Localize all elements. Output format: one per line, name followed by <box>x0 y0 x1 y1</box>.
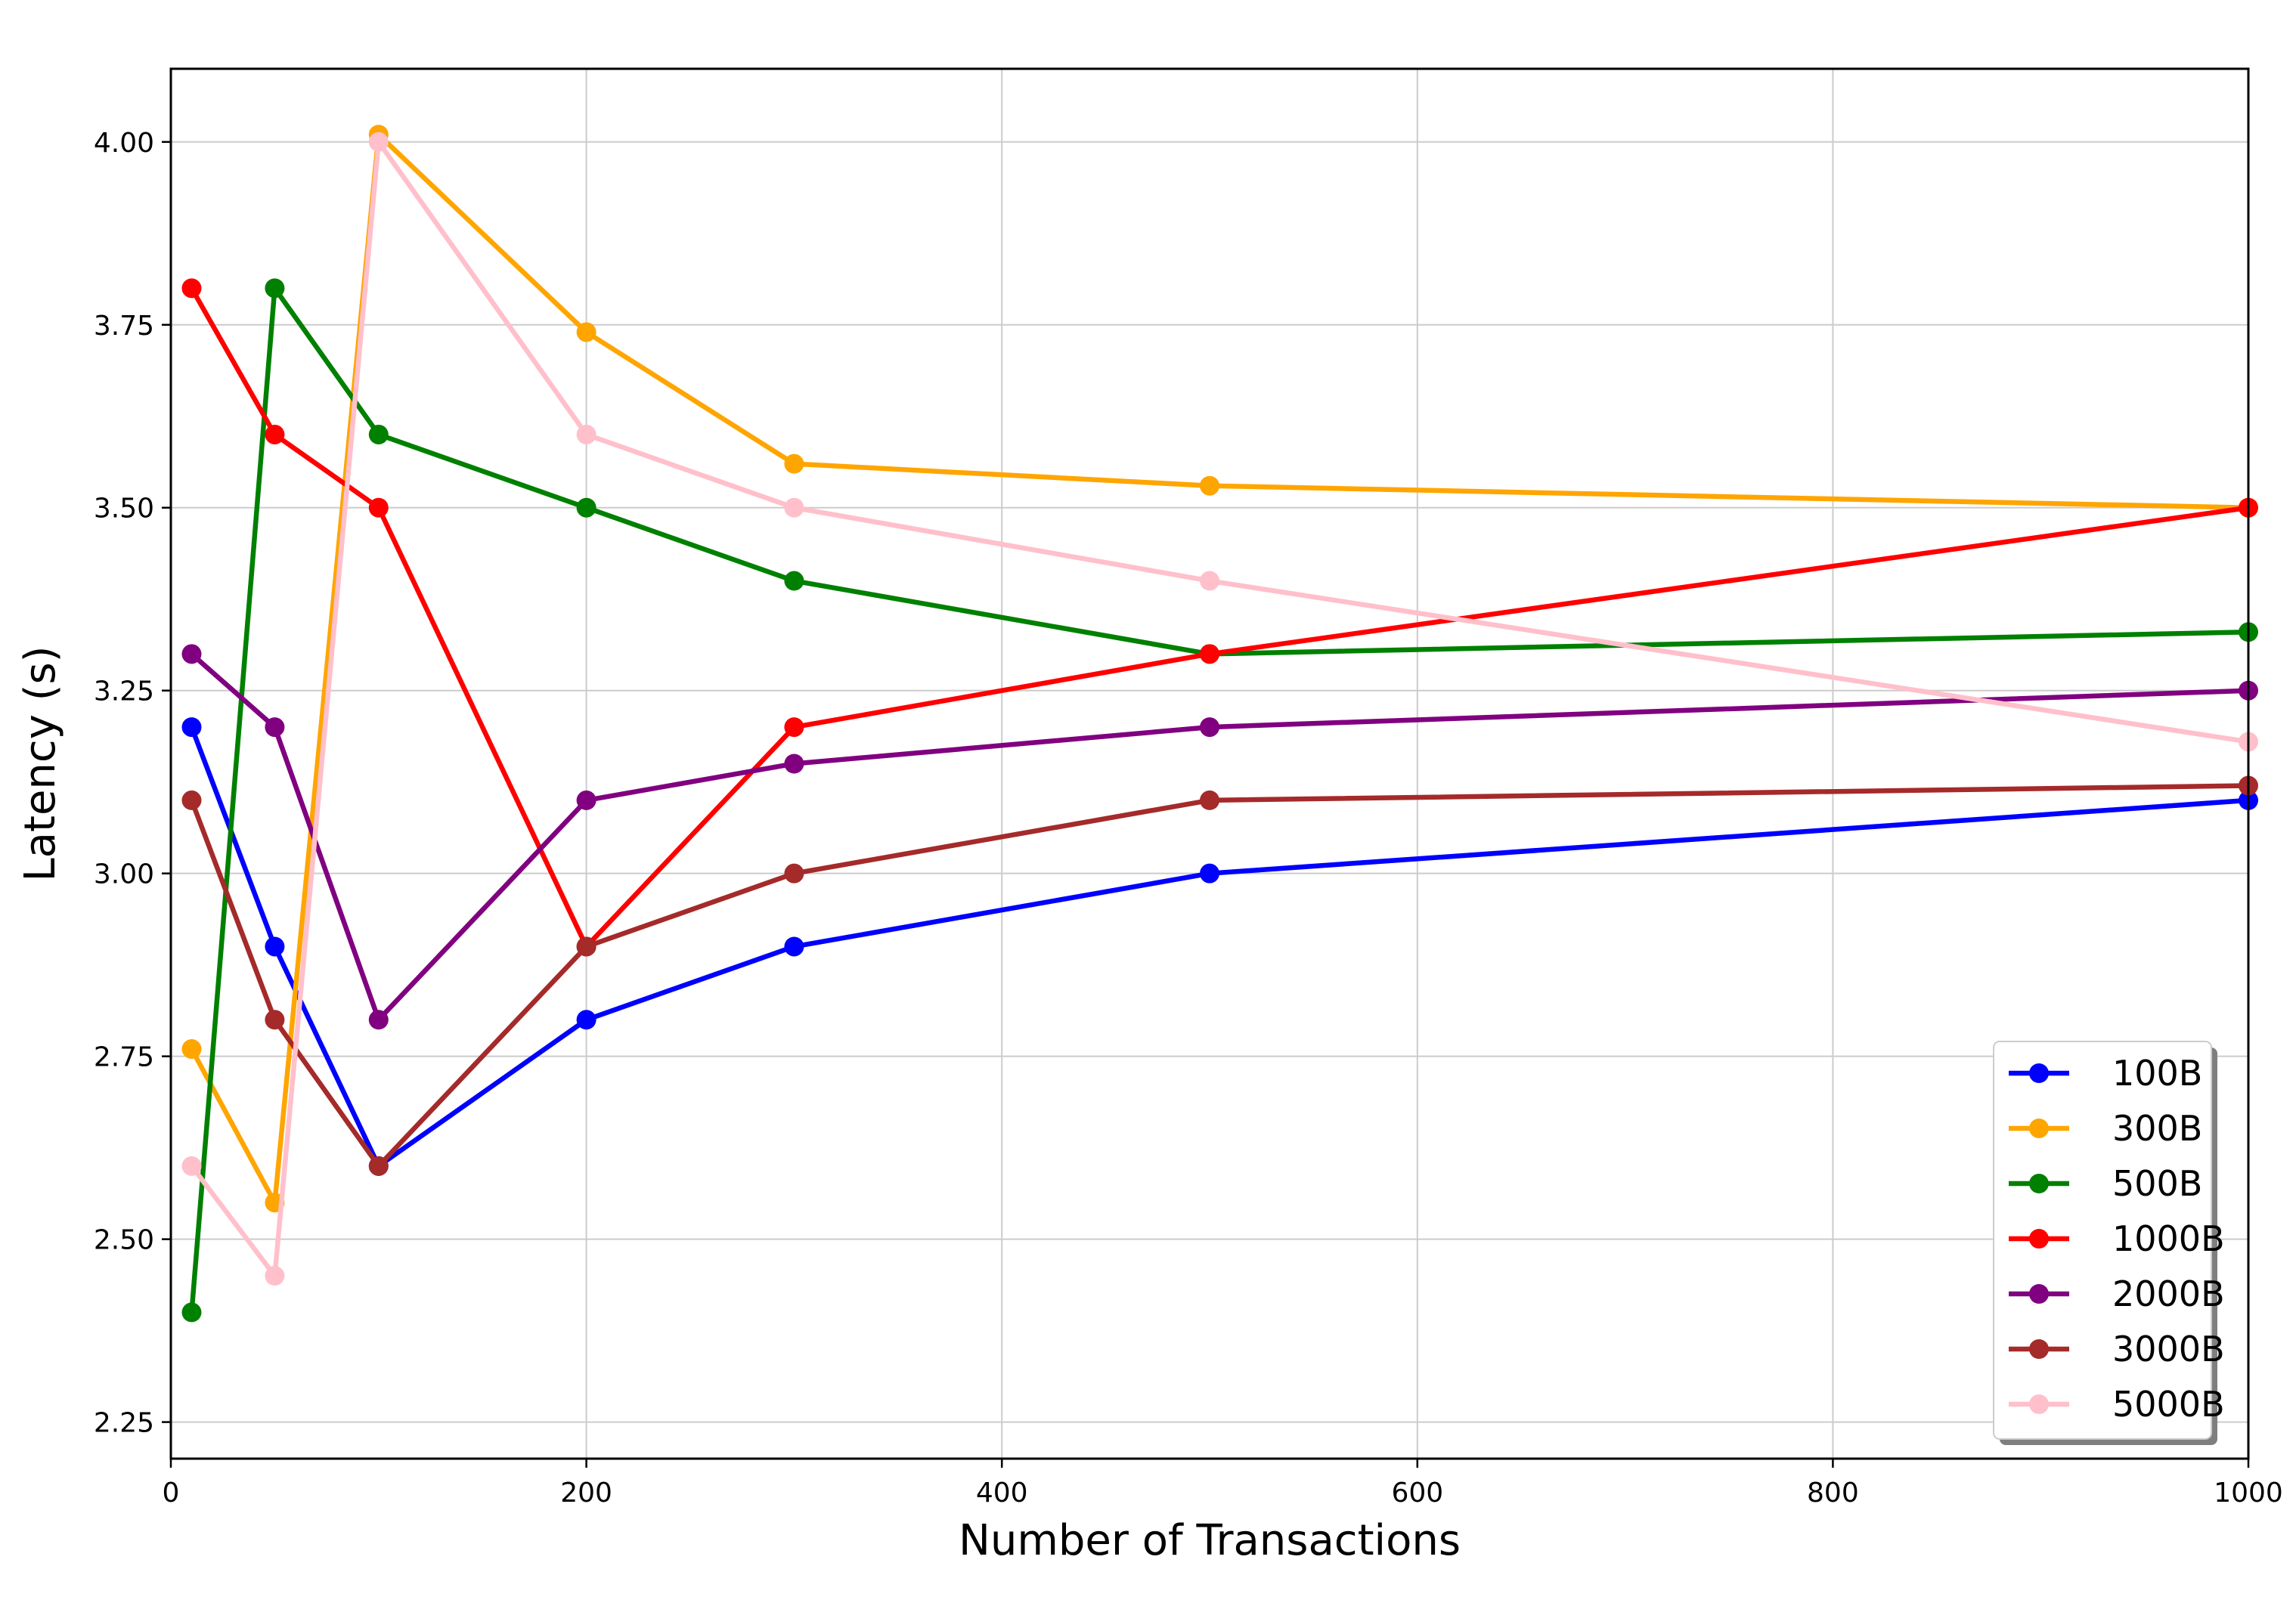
data-point <box>181 717 202 738</box>
y-tick-label: 2.75 <box>94 1042 154 1073</box>
x-tick-label: 400 <box>976 1478 1028 1509</box>
series-line <box>189 724 2251 1169</box>
data-point <box>576 790 596 810</box>
y-tick-label: 3.75 <box>94 311 154 342</box>
data-point <box>265 1010 285 1030</box>
x-tick-label: 0 <box>163 1478 180 1509</box>
data-point <box>181 790 202 810</box>
grid <box>170 69 2249 1459</box>
data-point <box>1200 790 1219 810</box>
legend-item: 300B <box>2009 1108 2202 1149</box>
x-axis-title: Number of Transactions <box>959 1516 1461 1565</box>
legend-marker <box>2029 1394 2049 1414</box>
data-point <box>576 322 596 342</box>
data-point <box>265 1266 285 1286</box>
data-point <box>181 1038 202 1059</box>
legend-label: 3000B <box>2112 1329 2225 1369</box>
series-lines <box>181 125 2258 1323</box>
y-tick-label: 3.25 <box>94 676 154 707</box>
legend-label: 100B <box>2112 1053 2202 1094</box>
series-300B <box>181 125 2258 1213</box>
legend: 100B 300B 500B 1000B 2000B 3000B 5000B <box>1993 1041 2225 1445</box>
legend-label: 300B <box>2112 1108 2202 1149</box>
data-point <box>368 132 389 152</box>
data-point <box>265 424 285 444</box>
data-point <box>784 936 804 957</box>
data-point <box>1200 863 1219 884</box>
x-tick-label: 600 <box>1391 1478 1443 1509</box>
data-point <box>576 424 596 444</box>
series-line <box>189 783 2251 1169</box>
x-tick-label: 800 <box>1807 1478 1859 1509</box>
legend-item: 1000B <box>2009 1218 2225 1259</box>
legend-label: 500B <box>2112 1163 2202 1204</box>
legend-label: 1000B <box>2112 1218 2225 1259</box>
data-point <box>265 717 285 738</box>
x-tick-label: 1000 <box>2214 1478 2283 1509</box>
data-point <box>784 453 804 474</box>
data-point <box>181 1302 202 1323</box>
data-point <box>784 717 804 738</box>
data-point <box>576 497 596 518</box>
series-line <box>189 286 2251 949</box>
series-3000B <box>181 775 2258 1176</box>
data-point <box>368 497 389 518</box>
data-point <box>784 754 804 774</box>
y-tick-label: 3.00 <box>94 859 154 890</box>
data-point <box>1200 717 1219 738</box>
legend-item: 100B <box>2009 1053 2202 1094</box>
legend-marker <box>2029 1284 2049 1304</box>
y-tick-label: 2.25 <box>94 1408 154 1439</box>
y-tick-label: 2.50 <box>94 1225 154 1256</box>
y-tick-label: 4.00 <box>94 128 154 159</box>
data-point <box>1200 571 1219 591</box>
legend-marker <box>2029 1174 2049 1193</box>
legend-marker <box>2029 1339 2049 1359</box>
legend-item: 5000B <box>2009 1384 2225 1425</box>
data-point <box>576 936 596 957</box>
x-tick-label: 200 <box>560 1478 612 1509</box>
data-point <box>1200 644 1219 664</box>
legend-label: 5000B <box>2112 1384 2225 1425</box>
data-point <box>784 863 804 884</box>
y-axis-title: Latency (s) <box>16 645 65 881</box>
data-point <box>1200 475 1219 496</box>
series-100B <box>181 717 2258 1176</box>
data-point <box>181 278 202 299</box>
plot-frame <box>169 67 2250 1460</box>
data-point <box>368 1010 389 1030</box>
series-line <box>189 651 2251 1023</box>
legend-marker <box>2029 1119 2049 1138</box>
data-point <box>784 571 804 591</box>
series-2000B <box>181 644 2258 1030</box>
data-point <box>265 278 285 299</box>
legend-marker <box>2029 1063 2049 1083</box>
data-point <box>576 1010 596 1030</box>
data-point <box>368 424 389 444</box>
series-5000B <box>181 132 2258 1286</box>
legend-label: 2000B <box>2112 1273 2225 1314</box>
data-point <box>181 1156 202 1176</box>
data-point <box>784 497 804 518</box>
legend-box <box>1993 1041 2212 1440</box>
axis-ticks: 0 200 400 600 800 1000 2.25 2.50 2.75 3.00 3.25 3.5… <box>94 128 2283 1509</box>
legend-item: 2000B <box>2009 1273 2225 1314</box>
series-1000B <box>181 278 2258 957</box>
data-point <box>368 1156 389 1176</box>
y-tick-label: 3.50 <box>94 494 154 525</box>
legend-item: 3000B <box>2009 1329 2225 1369</box>
legend-marker <box>2029 1229 2049 1249</box>
data-point <box>181 644 202 664</box>
legend-item: 500B <box>2009 1163 2202 1204</box>
series-line <box>189 132 2251 1205</box>
series-line <box>189 139 2251 1279</box>
data-point <box>265 936 285 957</box>
